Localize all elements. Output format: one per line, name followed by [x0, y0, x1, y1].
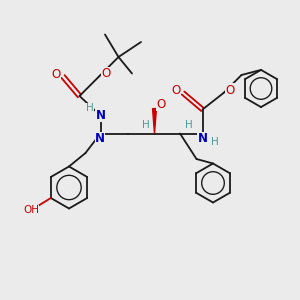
Text: H: H: [211, 137, 219, 147]
Text: O: O: [52, 68, 61, 82]
Text: H: H: [142, 120, 150, 130]
Polygon shape: [153, 109, 157, 134]
Text: O: O: [101, 67, 110, 80]
Text: O: O: [226, 83, 235, 97]
Text: N: N: [95, 132, 105, 146]
Text: N: N: [197, 132, 208, 146]
Text: O: O: [157, 98, 166, 111]
Text: H: H: [86, 103, 94, 113]
Text: N: N: [95, 109, 106, 122]
Text: OH: OH: [23, 205, 39, 215]
Text: H: H: [185, 119, 193, 130]
Text: O: O: [172, 83, 181, 97]
